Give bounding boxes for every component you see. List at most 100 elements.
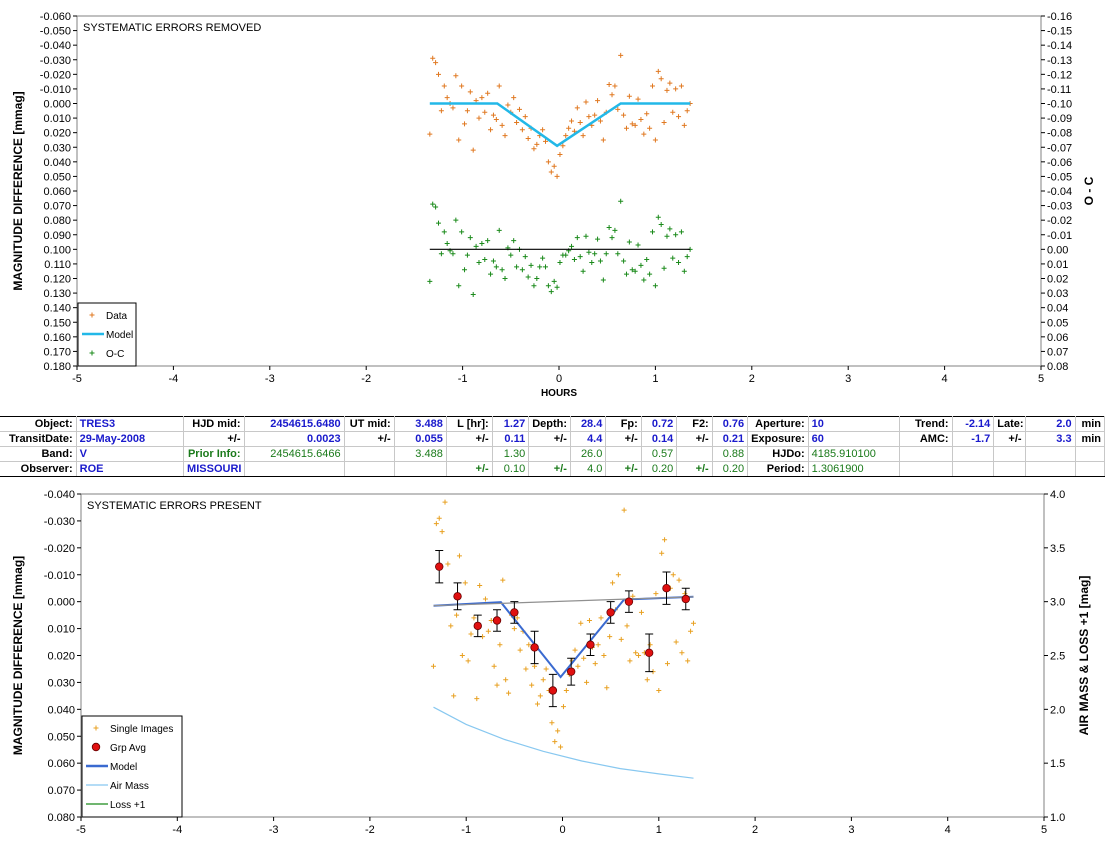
- data-point: [555, 728, 561, 734]
- x-tick-label: -2: [365, 824, 375, 836]
- data-point: [563, 252, 569, 258]
- x-tick-label: 0: [559, 824, 565, 836]
- data-point: [540, 677, 546, 683]
- info-cell: +/-: [344, 431, 395, 447]
- y-tick-label: -0.020: [40, 69, 71, 81]
- data-point: [523, 666, 529, 672]
- data-point: [427, 278, 433, 284]
- x-tick-label: 4: [945, 824, 951, 836]
- data-point: [664, 233, 670, 239]
- info-cell: [1075, 446, 1105, 462]
- data-point: [679, 650, 685, 656]
- data-point: [633, 650, 639, 656]
- y-tick-label: 0.060: [47, 758, 75, 770]
- data-point: [551, 163, 557, 169]
- data-point: [655, 214, 661, 220]
- data-point: [661, 265, 667, 271]
- data-point: [456, 283, 462, 289]
- y-tick-label: 0.020: [47, 651, 75, 663]
- data-point: [624, 623, 630, 629]
- data-point: [592, 251, 598, 257]
- y-tick-label: 0.030: [47, 677, 75, 689]
- y2-tick-label: 3.0: [1050, 597, 1065, 609]
- info-cell: -1.7: [952, 431, 995, 447]
- plot-area: [80, 493, 1045, 818]
- info-cell: [344, 461, 395, 477]
- y-axis-label: MAGNITUDE DIFFERENCE [mmag]: [11, 91, 25, 290]
- data-point: [641, 277, 647, 283]
- data-point: [496, 83, 502, 89]
- data-point: [540, 255, 546, 261]
- data-point: [534, 141, 540, 147]
- group-average-point: [473, 621, 482, 631]
- data-point: [508, 252, 514, 258]
- data-point: [436, 220, 441, 226]
- data-point: [601, 653, 607, 658]
- data-point: [528, 262, 534, 268]
- data-point: [467, 235, 473, 241]
- data-point: [517, 647, 523, 653]
- data-point: [572, 647, 578, 653]
- data-point: [433, 204, 439, 210]
- data-point: [638, 262, 644, 268]
- legend-label: Model: [106, 330, 133, 341]
- info-cell: [1025, 446, 1076, 462]
- info-row: Object: TRES3 HJD mid: 2454615.6480 UT mid: 3…: [0, 416, 1105, 432]
- y-tick-label: 0.080: [47, 812, 75, 824]
- legend-label: Data: [106, 311, 128, 322]
- data-point: [670, 572, 676, 578]
- y2-tick-label: -0.10: [1047, 99, 1072, 111]
- info-cell: Late:: [993, 416, 1026, 432]
- data-point: [563, 687, 569, 693]
- data-point: [436, 515, 442, 521]
- group-average-point: [510, 608, 519, 617]
- data-point: [433, 521, 439, 527]
- y2-tick-label: 4.0: [1050, 489, 1065, 501]
- data-point: [519, 267, 525, 273]
- info-cell: 10: [808, 416, 901, 432]
- data-point: [531, 146, 537, 152]
- data-point: [600, 277, 606, 283]
- data-point: [571, 257, 577, 263]
- data-point: [476, 259, 482, 265]
- data-point: [664, 661, 670, 667]
- data-point: [586, 114, 592, 120]
- y-axis-label: MAGNITUDE DIFFERENCE [mmag]: [11, 556, 25, 755]
- data-point: [540, 127, 546, 133]
- data-point: [609, 92, 615, 98]
- group-average-point: [681, 594, 690, 604]
- data-point: [442, 499, 448, 505]
- data-point: [612, 83, 618, 89]
- info-cell: 2454615.6480: [244, 416, 345, 432]
- data-point: [462, 580, 468, 586]
- data-point: [604, 685, 610, 691]
- info-cell: 3.3: [1025, 431, 1076, 447]
- y2-tick-label: 0.08: [1047, 361, 1068, 373]
- x-tick-label: 1: [656, 824, 662, 836]
- y-tick-label: -0.030: [40, 55, 71, 67]
- data-point: [430, 201, 436, 207]
- data-point: [589, 259, 595, 265]
- data-point: [427, 131, 433, 137]
- data-point: [543, 138, 549, 144]
- info-cell: [899, 446, 953, 462]
- data-point: [467, 89, 473, 95]
- y-tick-label: 0.030: [43, 142, 71, 154]
- info-cell: 28.4: [570, 416, 607, 432]
- data-point: [644, 677, 650, 683]
- data-point: [650, 229, 656, 235]
- y2-tick-label: 1.5: [1050, 758, 1065, 770]
- y2-tick-label: -0.12: [1047, 69, 1072, 81]
- legend: Single Images Grp Avg Model Air Mass Loss +1: [81, 715, 183, 818]
- y2-tick-label: 0.07: [1047, 346, 1068, 358]
- transit-info-table: Object: TRES3 HJD mid: 2454615.6480 UT mid: 3…: [0, 416, 1105, 477]
- group-average-point: [435, 562, 444, 571]
- data-point: [647, 642, 653, 648]
- info-cell: Aperture:: [747, 416, 809, 432]
- y2-tick-label: 0.04: [1047, 303, 1068, 315]
- y2-tick-label: 0.03: [1047, 288, 1068, 300]
- data-point: [543, 666, 549, 672]
- data-point: [583, 233, 589, 239]
- y2-tick-label: 2.5: [1050, 651, 1065, 663]
- group-average-point: [566, 667, 576, 676]
